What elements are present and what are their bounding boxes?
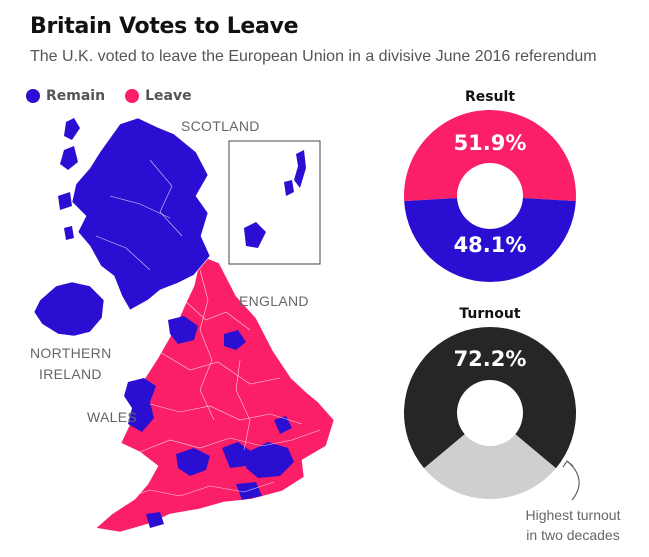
bristol-remain-area [176,448,210,476]
legend-swatch-leave [125,89,140,103]
scotland-shape [71,117,211,311]
turnout-donut [404,327,576,500]
label-northern-ireland-line1: NORTHERN [30,345,111,361]
legend-item-remain: Remain [26,88,105,104]
legend-swatch-remain [26,89,40,103]
islay-shape [64,226,74,240]
shetland-islet-shape [284,180,294,196]
result-leave-value: 51.9% [454,131,527,155]
label-england: ENGLAND [239,293,309,309]
turnout-title: Turnout [459,306,520,322]
result-remain-value: 48.1% [454,233,527,257]
liverpool-manchester-remain-area [168,316,198,344]
shetland-shape [294,150,306,188]
turnout-annotation-line1: Highest turnout [526,507,621,523]
legend: Remain Leave [26,88,206,104]
leeds-york-remain-area [224,330,246,350]
northern-ireland-shape [33,281,105,337]
brighton-remain-area [236,482,262,500]
legend-label-remain: Remain [46,88,106,104]
skye-shape [60,146,78,170]
orkney-shape [244,222,266,248]
london-remain-area [246,442,294,478]
chart-title: Britain Votes to Leave [30,14,299,39]
label-scotland: SCOTLAND [181,118,260,134]
legend-label-leave: Leave [145,88,192,104]
result-donut [404,110,576,283]
turnout-annotation-line2: in two decades [526,527,619,543]
legend-item-leave: Leave [125,88,192,104]
annotation-arrow [567,461,580,501]
district-boundaries [95,159,321,501]
donut-turnout-slice-did-not-vote [424,434,556,500]
annotation-arrowhead [562,460,574,468]
donut-result-slice-leave [404,110,576,202]
label-northern-ireland-line2: IRELAND [39,366,102,382]
label-wales: WALES [87,409,137,425]
cornwall-remain-area [146,512,164,528]
islands-inset-frame [228,140,321,265]
mull-shape [58,192,72,210]
donut-result-slice-remain [404,197,576,283]
result-title: Result [465,89,515,105]
donut-turnout-slice-turnout [404,327,576,469]
cambridge-remain-area [274,416,292,434]
chart-subtitle: The U.K. voted to leave the European Uni… [30,48,597,65]
hebrides-shape [64,118,80,140]
turnout-value: 72.2% [454,347,527,371]
wales-remain-area [124,378,156,432]
